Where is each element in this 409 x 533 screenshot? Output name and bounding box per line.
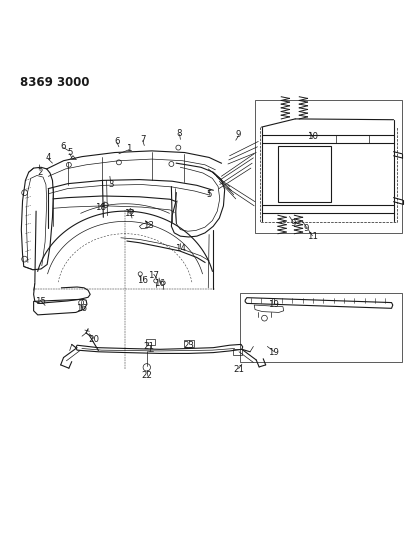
Text: 8369 3000: 8369 3000 xyxy=(20,76,90,89)
Text: 6: 6 xyxy=(61,142,66,151)
Text: 4: 4 xyxy=(45,154,51,163)
Text: 20: 20 xyxy=(88,335,99,344)
Text: 17: 17 xyxy=(148,271,159,280)
Text: 16: 16 xyxy=(137,276,148,285)
Bar xyxy=(239,293,401,361)
Text: 18: 18 xyxy=(95,203,106,212)
Text: 19: 19 xyxy=(268,300,279,309)
Text: 19: 19 xyxy=(268,348,279,357)
Text: 23: 23 xyxy=(183,341,193,350)
Text: 8: 8 xyxy=(176,129,182,138)
Text: 13: 13 xyxy=(143,221,153,230)
Bar xyxy=(232,349,241,356)
Text: 9: 9 xyxy=(290,219,295,228)
Text: 7: 7 xyxy=(139,135,145,144)
Text: 1: 1 xyxy=(126,144,132,153)
Text: 21: 21 xyxy=(233,365,243,374)
Text: 12: 12 xyxy=(124,209,135,217)
Text: 2: 2 xyxy=(37,168,43,177)
Text: 5: 5 xyxy=(206,190,211,199)
Text: 22: 22 xyxy=(141,372,152,381)
Text: 21: 21 xyxy=(143,342,153,351)
Bar xyxy=(145,338,154,345)
Text: 9: 9 xyxy=(303,224,309,233)
Text: 14: 14 xyxy=(175,244,185,253)
Bar xyxy=(277,147,330,201)
Text: 16: 16 xyxy=(154,279,165,288)
Text: 9: 9 xyxy=(235,130,241,139)
Text: 6: 6 xyxy=(114,136,119,146)
Bar xyxy=(254,100,401,233)
Text: 5: 5 xyxy=(67,148,72,157)
Bar xyxy=(183,340,193,348)
Text: 11: 11 xyxy=(306,232,317,241)
Text: 15: 15 xyxy=(35,297,45,306)
Text: 10: 10 xyxy=(307,132,317,141)
Text: 3: 3 xyxy=(108,180,113,189)
Text: 16: 16 xyxy=(76,304,86,313)
